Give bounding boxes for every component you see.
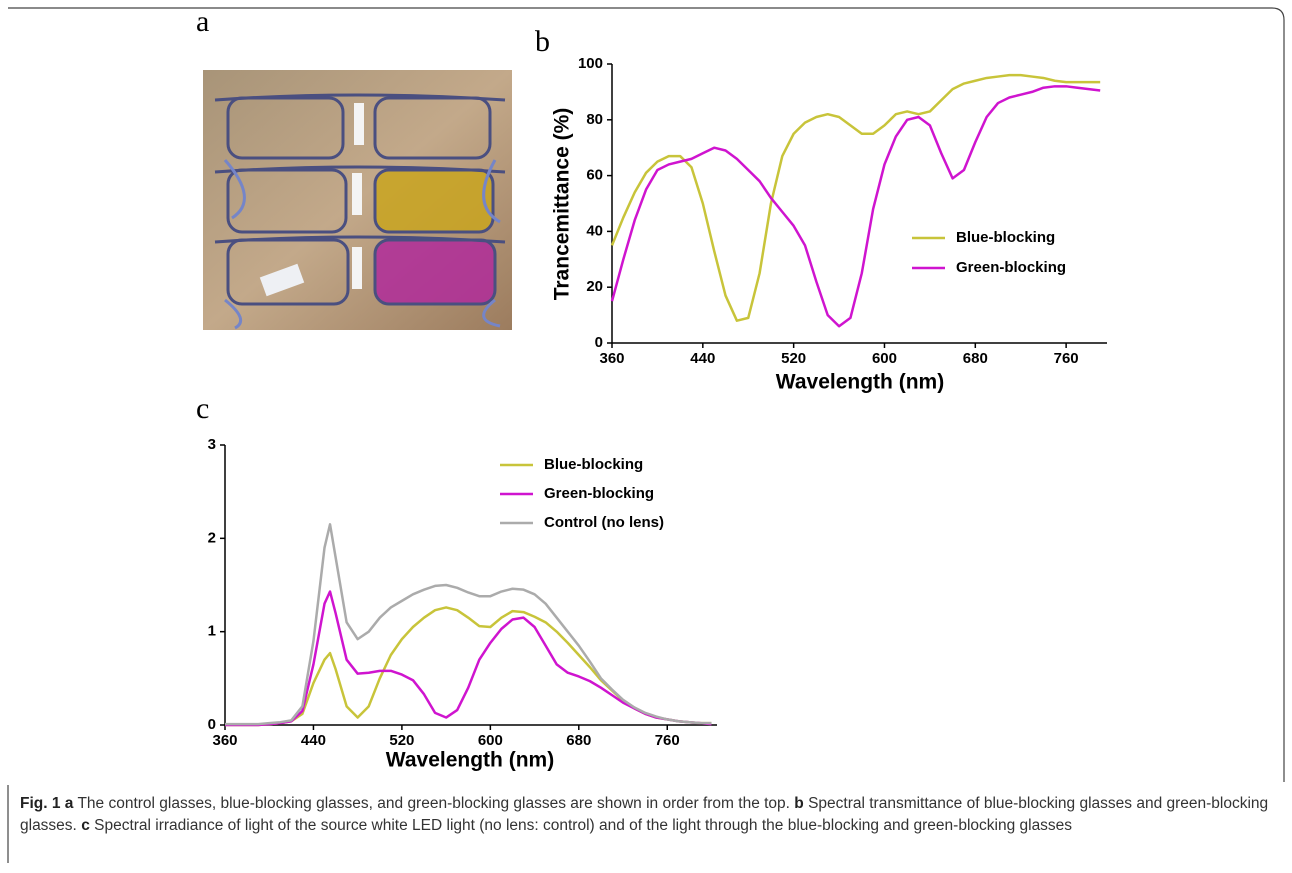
caption-text: Spectral irradiance of light of the sour…: [94, 817, 1073, 834]
x-tick-label: 360: [599, 350, 624, 367]
y-tick-label: 80: [586, 111, 603, 128]
series-line: [610, 85, 1101, 328]
legend-label: Control (no lens): [544, 514, 664, 531]
series-line: [225, 606, 712, 727]
panel-label: b: [535, 25, 550, 58]
frame: [8, 7, 1285, 782]
x-tick-label: 520: [781, 350, 806, 367]
caption-key: a: [64, 795, 74, 812]
panel-label: c: [196, 392, 209, 425]
x-tick-label: 680: [566, 732, 591, 749]
caption-key: b: [794, 795, 804, 812]
panel-label: a: [196, 5, 209, 38]
y-tick-label: 40: [586, 222, 603, 239]
y-axis-label: Trancemittance (%): [551, 108, 574, 301]
caption-rule: [0, 783, 1292, 787]
y-tick-label: 0: [208, 716, 216, 733]
x-tick-label: 520: [389, 732, 414, 749]
x-tick-label: 440: [301, 732, 326, 749]
caption-border: [7, 785, 9, 863]
y-tick-label: 100: [578, 55, 603, 72]
series-line: [610, 73, 1101, 322]
caption: Fig. 1 a The control glasses, blue-block…: [20, 793, 1282, 837]
y-tick-label: 2: [208, 529, 216, 546]
legend-label: Blue-blocking: [956, 229, 1055, 246]
series-line: [225, 590, 712, 727]
x-tick-label: 760: [1054, 350, 1079, 367]
y-tick-label: 0: [595, 334, 603, 351]
y-tick-label: 1: [208, 623, 216, 640]
x-tick-label: 760: [655, 732, 680, 749]
series-line: [225, 523, 712, 726]
x-tick-label: 680: [963, 350, 988, 367]
x-tick-label: 360: [212, 732, 237, 749]
x-tick-label: 440: [690, 350, 715, 367]
y-tick-label: 60: [586, 167, 603, 184]
x-axis-label: Wavelength (nm): [386, 749, 554, 772]
photo: [203, 70, 512, 330]
caption-text: The control glasses, blue-blocking glass…: [77, 795, 790, 812]
caption-label: Fig. 1: [20, 795, 61, 812]
legend-label: Blue-blocking: [544, 456, 643, 473]
legend-label: Green-blocking: [956, 259, 1066, 276]
x-tick-label: 600: [872, 350, 897, 367]
legend-label: Green-blocking: [544, 485, 654, 502]
x-axis-label: Wavelength (nm): [776, 371, 944, 394]
caption-text: Spectral transmittance of blue-blocking …: [20, 795, 1269, 834]
x-tick-label: 600: [478, 732, 503, 749]
y-tick-label: 3: [208, 436, 216, 453]
caption-key: c: [81, 817, 90, 834]
y-tick-label: 20: [586, 278, 603, 295]
